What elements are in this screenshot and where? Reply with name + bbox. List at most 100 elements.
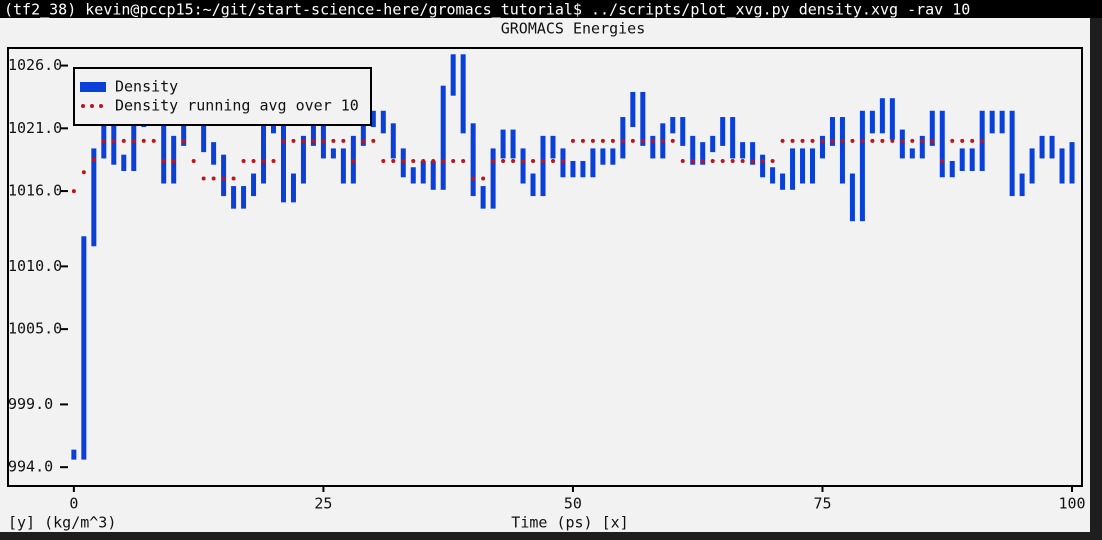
avg-dot bbox=[590, 138, 595, 143]
avg-dot bbox=[930, 138, 935, 143]
density-bar bbox=[440, 85, 446, 190]
avg-dot bbox=[600, 138, 605, 143]
avg-dot bbox=[321, 138, 326, 143]
density-bar bbox=[600, 148, 606, 165]
avg-dot bbox=[151, 138, 156, 143]
density-bar bbox=[390, 123, 396, 159]
avg-dot bbox=[291, 138, 296, 143]
plot-frame bbox=[7, 47, 1083, 487]
density-bar bbox=[520, 148, 526, 184]
avg-dot bbox=[221, 176, 226, 181]
avg-dot bbox=[341, 138, 346, 143]
legend-swatch bbox=[81, 104, 85, 108]
avg-dot bbox=[361, 138, 366, 143]
avg-dot bbox=[481, 176, 486, 181]
avg-dot bbox=[790, 138, 795, 143]
avg-dot bbox=[101, 138, 106, 143]
density-bar bbox=[430, 160, 436, 190]
x-tick-label: 0 bbox=[69, 495, 78, 513]
avg-dot bbox=[920, 138, 925, 143]
density-bar bbox=[959, 148, 965, 171]
density-bar bbox=[460, 54, 466, 134]
avg-dot bbox=[550, 158, 555, 163]
y-tick-label: 994.0 bbox=[8, 458, 53, 476]
density-bar bbox=[470, 123, 476, 197]
density-bar bbox=[320, 117, 326, 159]
density-bar bbox=[770, 167, 776, 184]
avg-dot bbox=[770, 158, 775, 163]
density-bar bbox=[510, 129, 516, 159]
avg-dot bbox=[860, 138, 865, 143]
avg-dot bbox=[431, 158, 436, 163]
avg-dot bbox=[231, 176, 236, 181]
avg-dot bbox=[900, 138, 905, 143]
avg-dot bbox=[191, 158, 196, 163]
density-bar bbox=[340, 148, 346, 184]
density-bar bbox=[889, 98, 895, 140]
avg-dot bbox=[950, 138, 955, 143]
avg-dot bbox=[560, 158, 565, 163]
density-bar bbox=[680, 117, 686, 146]
density-bar bbox=[1029, 148, 1035, 184]
density-bar bbox=[939, 110, 945, 178]
density-bar bbox=[720, 117, 726, 146]
avg-dot bbox=[91, 157, 96, 162]
avg-dot bbox=[850, 138, 855, 143]
density-bar bbox=[949, 160, 955, 178]
avg-dot bbox=[211, 176, 216, 181]
legend-swatch bbox=[99, 104, 103, 108]
density-bar bbox=[969, 148, 975, 171]
density-bar bbox=[790, 148, 796, 190]
avg-dot bbox=[890, 138, 895, 143]
avg-dot bbox=[241, 158, 246, 163]
legend-swatch bbox=[80, 82, 106, 92]
density-bar bbox=[690, 135, 696, 165]
avg-dot bbox=[880, 138, 885, 143]
y-tick-label: 1026.0 bbox=[8, 56, 62, 74]
legend-label: Density running avg over 10 bbox=[115, 97, 359, 115]
avg-dot bbox=[630, 138, 635, 143]
density-bar bbox=[730, 117, 736, 159]
density-bar bbox=[929, 110, 935, 146]
density-bar bbox=[700, 142, 706, 165]
density-bar bbox=[530, 173, 536, 197]
avg-dot bbox=[640, 138, 645, 143]
density-bar bbox=[620, 117, 626, 159]
density-bar bbox=[859, 110, 865, 222]
density-bar bbox=[750, 142, 756, 165]
avg-dot bbox=[311, 138, 316, 143]
avg-dot bbox=[451, 158, 456, 163]
x-tick-label: 25 bbox=[314, 495, 332, 513]
avg-dot bbox=[830, 138, 835, 143]
density-bar bbox=[360, 117, 366, 146]
density-bar bbox=[819, 135, 825, 159]
density-bar bbox=[1019, 173, 1025, 197]
density-bar bbox=[201, 110, 207, 153]
avg-dot bbox=[780, 138, 785, 143]
avg-dot bbox=[161, 158, 166, 163]
avg-dot bbox=[81, 170, 86, 175]
avg-dot bbox=[680, 158, 685, 163]
density-bar bbox=[810, 148, 816, 184]
avg-dot bbox=[700, 158, 705, 163]
avg-dot bbox=[910, 138, 915, 143]
density-bar bbox=[740, 142, 746, 159]
avg-dot bbox=[281, 138, 286, 143]
density-bar bbox=[161, 110, 167, 184]
density-bar bbox=[310, 117, 316, 146]
plot-marks bbox=[71, 54, 1075, 460]
density-bar bbox=[869, 110, 875, 134]
avg-dot bbox=[251, 158, 256, 163]
y-tick-label: 1016.0 bbox=[8, 182, 62, 200]
density-bar bbox=[710, 135, 716, 153]
legend-label: Density bbox=[115, 78, 178, 96]
x-tick-label: 75 bbox=[813, 495, 831, 513]
density-bar bbox=[839, 117, 845, 184]
avg-dot bbox=[531, 158, 536, 163]
avg-dot bbox=[740, 158, 745, 163]
density-bar bbox=[420, 160, 426, 184]
avg-dot bbox=[730, 158, 735, 163]
density-bar bbox=[380, 110, 386, 134]
avg-dot bbox=[800, 138, 805, 143]
avg-dot bbox=[111, 138, 116, 143]
